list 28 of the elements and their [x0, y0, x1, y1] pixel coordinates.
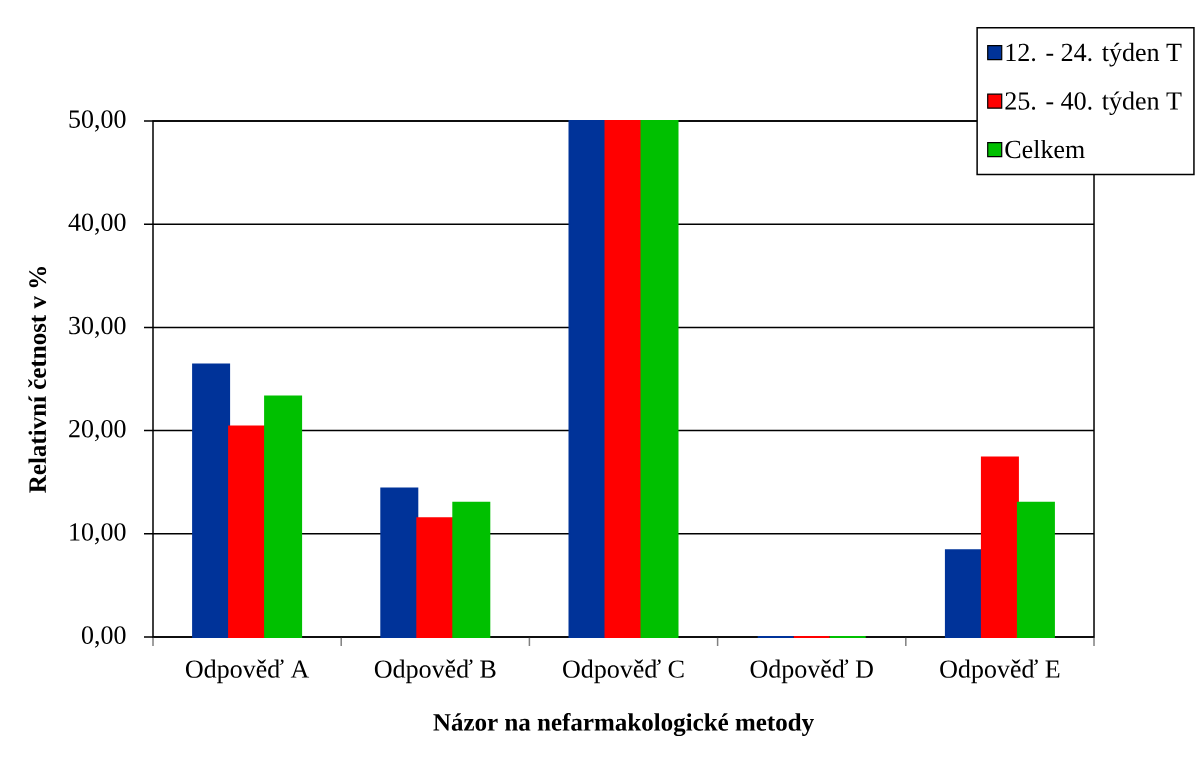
- legend-label: 25. - 40. týden T: [1005, 91, 1182, 116]
- bar: [416, 517, 455, 638]
- y-tick-label: 20,00: [69, 419, 126, 442]
- bar: [264, 395, 303, 638]
- bar: [980, 456, 1019, 638]
- x-tick-label: Odpověď B: [374, 659, 496, 684]
- y-tick-label: 40,00: [68, 213, 126, 235]
- y-tick-label: 30,00: [69, 316, 126, 339]
- y-axis-title: Relativní četnost v %: [28, 267, 47, 493]
- bar: [604, 120, 643, 638]
- legend-label: Celkem: [1005, 139, 1085, 159]
- bar: [228, 425, 267, 638]
- x-tick-label: Odpověď D: [750, 659, 873, 684]
- bar: [452, 501, 491, 638]
- bar: [380, 487, 419, 638]
- bar: [640, 120, 679, 638]
- y-tick-label: 0,00: [81, 626, 126, 648]
- x-tick-label: Odpověď C: [563, 659, 684, 684]
- x-tick-label: Odpověď A: [185, 659, 310, 684]
- bar: [568, 120, 607, 638]
- x-tick-label: Odpověď E: [940, 659, 1060, 684]
- bar: [944, 549, 983, 638]
- y-tick-label: 50,00: [69, 110, 126, 132]
- legend-label: 12. - 24. týden T: [1006, 42, 1182, 67]
- bar: [1016, 501, 1055, 638]
- bar: [192, 363, 231, 638]
- x-axis-title: Názor na nefarmakologické metody: [433, 712, 814, 737]
- y-tick-label: 10,00: [70, 523, 126, 545]
